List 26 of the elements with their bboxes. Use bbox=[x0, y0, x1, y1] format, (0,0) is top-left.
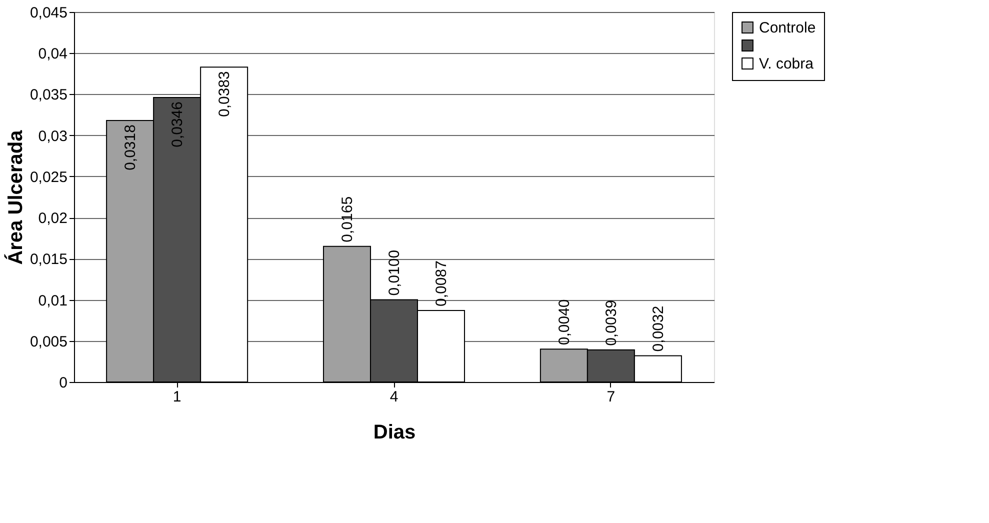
y-tick-label: 0,03 bbox=[38, 128, 68, 145]
y-tick-label: 0,045 bbox=[30, 4, 68, 22]
legend-label: Controle bbox=[759, 20, 816, 36]
y-tick-label: 0,015 bbox=[30, 251, 68, 268]
data-label: 0,0039 bbox=[602, 300, 620, 346]
data-label: 0,0383 bbox=[216, 71, 234, 117]
data-label: 0,0032 bbox=[650, 306, 667, 352]
y-tick-label: 0,025 bbox=[30, 168, 68, 186]
y-axis-title: Área Ulcerada bbox=[4, 129, 27, 265]
x-axis-title: Dias bbox=[373, 422, 416, 444]
y-tick-label: 0,02 bbox=[38, 210, 68, 228]
y-tick-label: 0,01 bbox=[38, 292, 68, 310]
y-tick-label: 0,04 bbox=[38, 46, 68, 63]
data-label: 0,0040 bbox=[556, 299, 573, 346]
data-label: 0,0087 bbox=[433, 260, 450, 306]
x-tick-label: 7 bbox=[606, 388, 616, 406]
y-tick-label: 0,035 bbox=[30, 86, 68, 104]
data-label: 0,0346 bbox=[169, 102, 186, 148]
x-tick-label: 1 bbox=[172, 388, 182, 406]
y-tick-label: 0 bbox=[59, 374, 68, 392]
data-label: 0,0100 bbox=[386, 250, 403, 296]
data-label: 0,0165 bbox=[338, 196, 356, 242]
legend-label: V. cobra bbox=[759, 56, 814, 72]
y-tick-label: 0,005 bbox=[30, 333, 68, 350]
x-tick-label: 4 bbox=[390, 388, 398, 406]
data-label: 0,0318 bbox=[122, 124, 140, 170]
